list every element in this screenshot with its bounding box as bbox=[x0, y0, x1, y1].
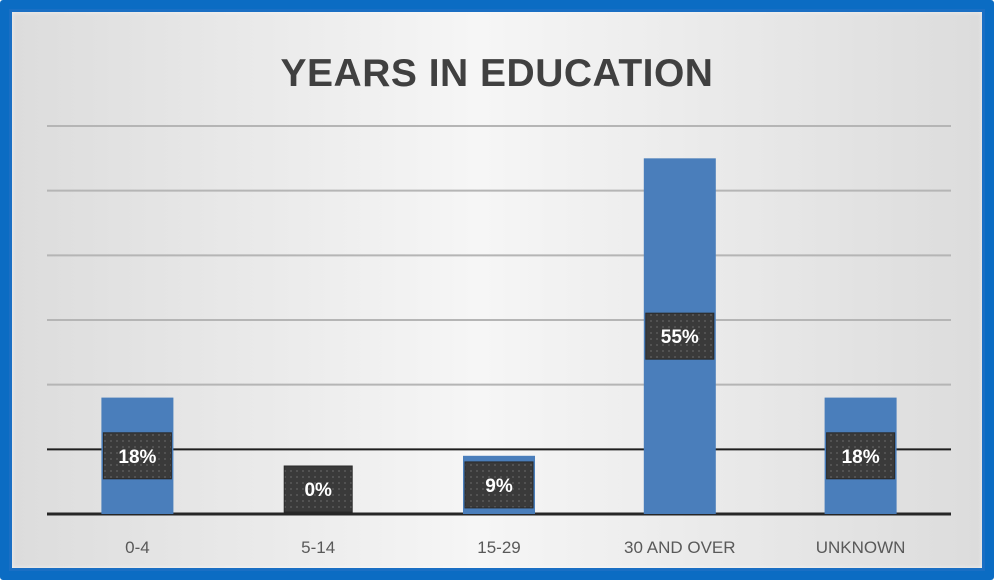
data-label: 9% bbox=[485, 476, 513, 497]
data-label-box bbox=[464, 461, 534, 509]
gridlines bbox=[47, 125, 951, 516]
bars bbox=[101, 158, 897, 515]
data-label: 55% bbox=[661, 327, 699, 348]
data-label-box bbox=[283, 465, 353, 513]
x-tick-label: 5-14 bbox=[301, 538, 335, 557]
x-axis-ticks: 0-4 5-14 15-29 30 AND OVER UNKNOWN bbox=[125, 538, 905, 557]
x-tick-label: 15-29 bbox=[477, 538, 520, 557]
data-label-box bbox=[826, 432, 896, 480]
data-label: 0% bbox=[304, 480, 332, 501]
chart-title: YEARS IN EDUCATION bbox=[280, 52, 714, 95]
data-label: 18% bbox=[118, 447, 156, 468]
x-tick-label: 0-4 bbox=[125, 538, 150, 557]
data-label-box bbox=[102, 432, 172, 480]
x-tick-label: 30 AND OVER bbox=[624, 538, 736, 557]
data-label-box bbox=[645, 312, 715, 360]
x-tick-label: UNKNOWN bbox=[816, 538, 906, 557]
data-labels: 18% 0% 9% 55% 18% bbox=[102, 312, 896, 513]
data-label: 18% bbox=[842, 447, 880, 468]
